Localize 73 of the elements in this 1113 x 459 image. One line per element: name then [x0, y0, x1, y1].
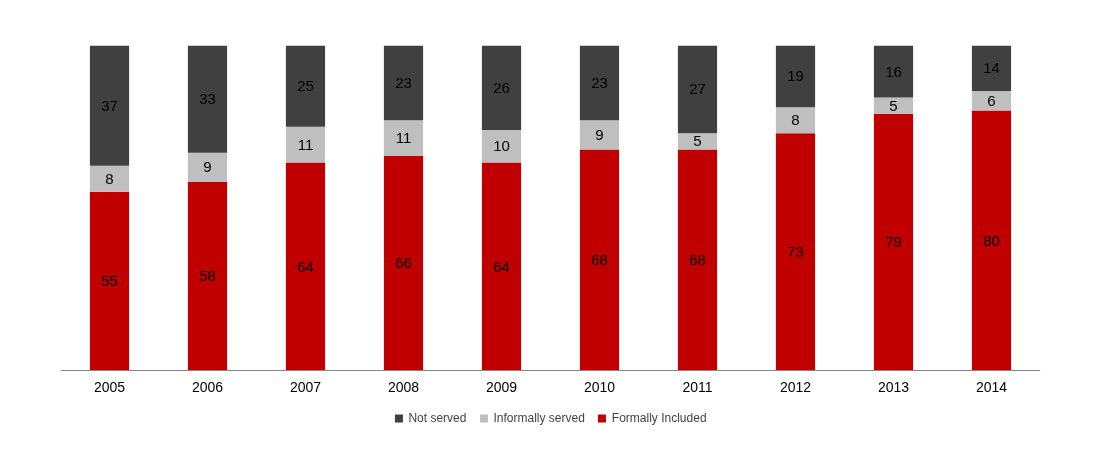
bar — [873, 113, 914, 371]
legend-label: Not served — [408, 411, 467, 425]
data-label: 27 — [689, 80, 706, 98]
bar — [775, 133, 816, 371]
bar — [677, 149, 718, 371]
bar — [89, 45, 130, 166]
data-label: 79 — [885, 233, 902, 251]
data-label: 23 — [591, 73, 608, 91]
bar — [971, 45, 1012, 91]
data-label: 68 — [591, 251, 608, 268]
bar — [579, 149, 620, 371]
bar — [481, 162, 522, 371]
x-tick-label: 2014 — [975, 378, 1008, 395]
data-label: 9 — [203, 158, 212, 176]
bar — [775, 107, 816, 134]
data-label: 8 — [791, 111, 800, 129]
x-tick-label: 2010 — [583, 378, 616, 395]
data-label: 80 — [983, 231, 1000, 249]
bar — [481, 130, 522, 163]
bar — [579, 45, 620, 121]
bar — [285, 162, 326, 371]
data-label: 64 — [297, 257, 314, 275]
data-label: 33 — [199, 90, 216, 108]
x-tick-label: 2012 — [779, 378, 812, 395]
bar — [89, 165, 130, 192]
data-label: 58 — [199, 267, 216, 285]
data-label: 8 — [105, 169, 114, 187]
x-tick-label: 2008 — [387, 378, 420, 395]
data-label: 25 — [297, 77, 314, 95]
data-label: 6 — [987, 91, 996, 109]
bar — [187, 45, 228, 153]
x-tick-label: 2005 — [93, 378, 126, 395]
data-label: 16 — [885, 62, 902, 80]
bar — [383, 156, 424, 371]
data-label: 5 — [693, 132, 702, 150]
bar — [383, 45, 424, 121]
x-tick-label: 2009 — [485, 378, 518, 395]
data-label: 9 — [595, 125, 604, 143]
bar — [187, 182, 228, 371]
data-label: 11 — [395, 129, 412, 147]
data-label: 14 — [983, 59, 1000, 77]
bar — [187, 152, 228, 182]
x-tick-label: 2011 — [682, 378, 713, 395]
data-label: 10 — [493, 137, 510, 155]
data-label: 19 — [787, 67, 804, 85]
bar — [285, 126, 326, 163]
bar — [677, 133, 718, 150]
x-tick-label: 2013 — [877, 378, 910, 395]
data-label: 55 — [101, 272, 118, 290]
data-label: 23 — [395, 73, 412, 91]
x-tick-label: 2007 — [289, 378, 322, 395]
data-label: 66 — [395, 254, 412, 272]
bar — [89, 191, 130, 371]
data-label: 64 — [493, 257, 510, 275]
data-label: 11 — [297, 135, 314, 153]
data-label: 68 — [689, 251, 706, 268]
bar — [285, 45, 326, 127]
bar — [775, 45, 816, 108]
bar — [677, 45, 718, 134]
bar — [383, 120, 424, 156]
bar — [971, 91, 1012, 111]
bar — [481, 45, 522, 130]
data-label: 37 — [101, 96, 118, 114]
data-label: 73 — [787, 242, 804, 260]
legend-label: Formally Included — [611, 411, 707, 425]
legend-label: Informally served — [493, 411, 585, 425]
bar — [579, 120, 620, 150]
data-label: 26 — [493, 78, 510, 96]
x-tick-label: 2006 — [191, 378, 224, 395]
bar — [873, 45, 914, 98]
bar — [971, 110, 1012, 371]
bar — [873, 97, 914, 114]
data-label: 5 — [889, 96, 898, 114]
